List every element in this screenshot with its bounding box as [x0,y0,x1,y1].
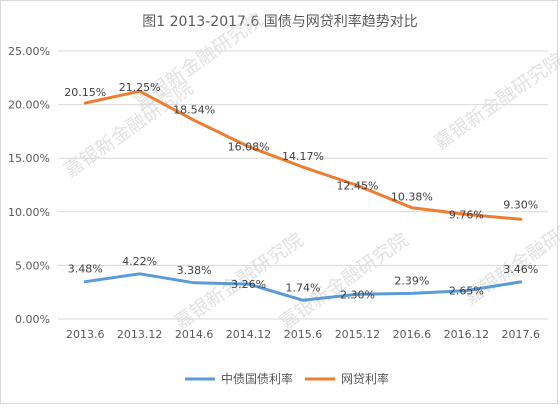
x-tick-label: 2015.6 [284,328,323,341]
x-tick-label: 2013.12 [117,328,163,341]
data-label: 20.15% [64,86,106,99]
data-label: 2.30% [340,288,375,301]
x-tick-label: 2014.6 [175,328,214,341]
data-label: 1.74% [286,281,321,294]
data-label: 4.22% [122,255,157,268]
data-label: 2.65% [449,285,484,298]
data-label: 3.26% [231,278,266,291]
chart-frame [0,0,558,404]
x-tick-label: 2016.12 [444,328,490,341]
x-axis: 2013.6 2013.12 2014.6 2014.12 2015.6 2015.12 2… [66,328,540,341]
y-axis: 0.00% 5.00% 10.00% 15.00% 20.00% 25.00% [8,45,50,326]
series-line-2 [83,89,523,221]
legend-label: 中债国债利率 [221,371,293,386]
data-label: 14.17% [282,150,324,163]
x-tick-label: 2014.12 [226,328,272,341]
legend-label: 网贷利率 [341,371,389,386]
data-labels: 3.48% 4.22% 3.38% 3.26% 1.74% 2.30% 2.39% 2.65%… [64,81,538,301]
data-label: 18.54% [173,103,215,116]
data-label: 10.38% [391,191,433,204]
x-tick-label: 2013.6 [66,328,105,341]
series-layer [83,89,523,302]
x-tick-label: 2016.6 [393,328,432,341]
gridlines [58,50,548,320]
watermark-text: 嘉银新金融研究院 [430,49,560,154]
y-tick-label: 5.00% [15,259,50,272]
y-tick-label: 20.00% [8,99,50,112]
x-tick-label: 2015.12 [335,328,381,341]
data-label: 21.25% [119,81,161,94]
data-label: 3.48% [68,263,103,276]
y-tick-label: 10.00% [8,206,50,219]
data-label: 2.39% [394,274,429,287]
data-label: 3.46% [503,263,538,276]
series-line-1 [83,272,523,302]
y-tick-label: 0.00% [15,313,50,326]
y-tick-label: 25.00% [8,45,50,58]
y-tick-label: 15.00% [8,152,50,165]
chart-title: 图1 2013-2017.6 国债与网贷利率趋势对比 [142,13,417,30]
x-tick-label: 2017.6 [502,328,541,341]
data-label: 12.45% [336,180,378,193]
data-label: 16.08% [228,141,270,154]
legend: 中债国债利率 网贷利率 [185,371,389,386]
data-label: 9.30% [503,198,538,211]
data-label: 9.76% [449,208,484,221]
data-label: 3.38% [177,264,212,277]
